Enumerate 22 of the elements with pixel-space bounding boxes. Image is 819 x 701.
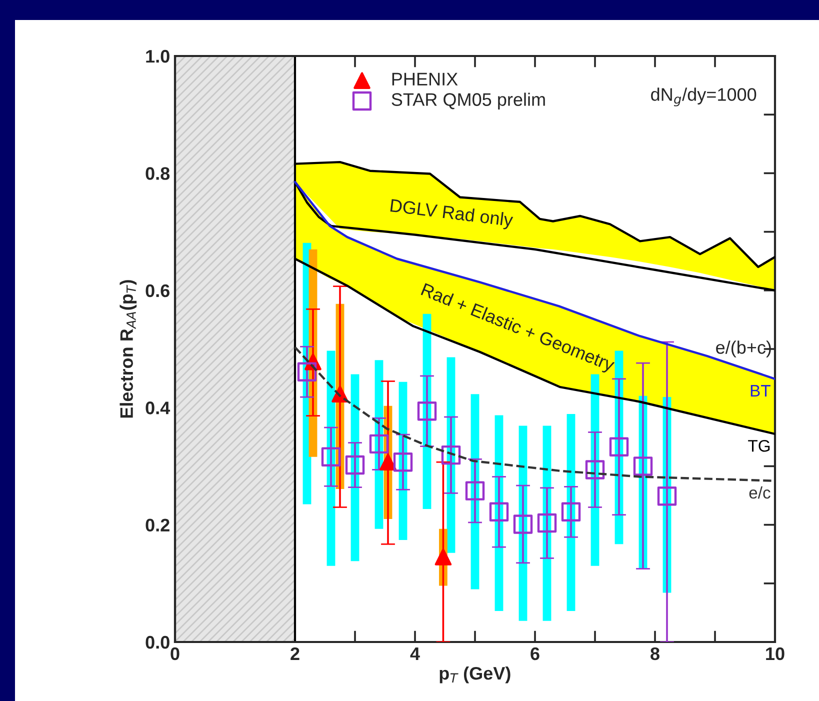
y-tick-label: 1.0 xyxy=(146,50,170,63)
x-tick-label: 10 xyxy=(766,647,784,660)
x-tick-label: 2 xyxy=(290,647,300,660)
legend-label: PHENIX xyxy=(392,72,458,86)
y-axis-title: Electron R$_{AA}$(p$_{T}$) xyxy=(120,280,137,418)
legend-label: STAR QM05 prelim xyxy=(392,92,545,110)
x-tick-label: 4 xyxy=(410,648,420,660)
y-tick-label: 0.6 xyxy=(146,284,170,298)
annotation: dN$_{g}$/dy=1000 xyxy=(651,88,756,106)
series-label: TG xyxy=(748,440,770,452)
annotation: e/(b+c) xyxy=(716,340,771,358)
x-axis-title: p$_{T}$ (GeV) xyxy=(440,666,510,684)
series-label: BT xyxy=(750,385,770,397)
y-tick-label: 0.2 xyxy=(146,518,170,532)
x-tick-label: 0 xyxy=(170,647,180,660)
y-tick-label: 0.8 xyxy=(146,167,170,180)
series-label: e/c xyxy=(749,486,770,499)
x-tick-label: 6 xyxy=(530,647,540,660)
annotation: DGLV Rad only xyxy=(390,198,514,230)
y-tick-label: 0.0 xyxy=(146,636,170,649)
y-tick-label: 0.4 xyxy=(146,402,170,414)
x-tick-label: 8 xyxy=(650,647,660,660)
